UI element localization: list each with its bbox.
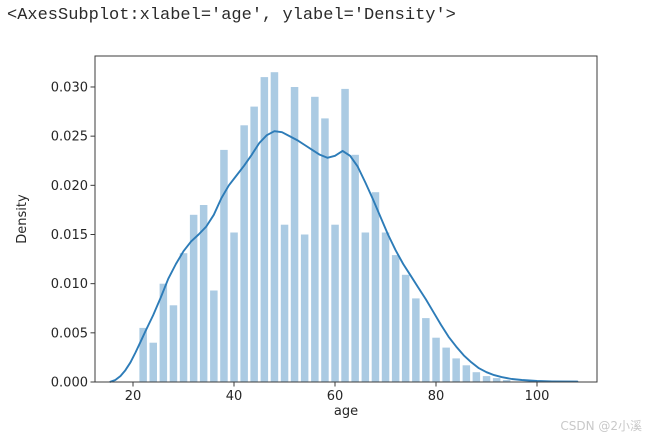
watermark: CSDN @2小溪	[560, 419, 642, 433]
histogram-bar	[300, 234, 309, 382]
histogram-bar	[149, 342, 157, 382]
x-axis-tick-label: 100	[525, 389, 550, 404]
histogram-bar	[240, 125, 248, 383]
y-axis-tick-label: 0.000	[51, 376, 88, 391]
figure: 20 40 60 80 100 0.000 0.005 0.010 0.015 0.020 0.02…	[0, 40, 649, 444]
x-axis-label: age	[334, 404, 358, 419]
histogram-bar	[331, 224, 339, 382]
plot-area-border	[94, 55, 598, 383]
kde-line	[109, 130, 579, 383]
x-axis-tick-label: 60	[327, 389, 344, 404]
y-axis-tick-label: 0.015	[51, 228, 88, 243]
histogram-bar	[280, 224, 289, 382]
histogram-bar	[139, 327, 147, 382]
histogram-bar	[341, 88, 349, 383]
histogram-bar	[230, 232, 238, 382]
histogram-bar	[422, 318, 430, 382]
x-axis-tick-label: 80	[428, 389, 445, 404]
x-axis-tick-label: 20	[125, 389, 142, 404]
histogram-bar	[482, 376, 491, 382]
histogram-bar	[502, 380, 511, 382]
histogram-bar	[311, 96, 319, 383]
histogram-bar	[169, 305, 178, 382]
y-axis-tick-label: 0.005	[51, 326, 88, 341]
histogram-bar	[159, 283, 168, 382]
histogram-bar	[199, 205, 208, 382]
histogram-bar	[442, 347, 450, 382]
histogram-bar	[351, 154, 359, 382]
y-axis-tick-label: 0.030	[51, 80, 88, 95]
histogram-bar	[472, 372, 481, 382]
histogram-bar	[412, 298, 420, 382]
histogram-bar	[381, 232, 390, 382]
histogram-bar	[250, 106, 258, 382]
histogram-bar	[391, 255, 400, 382]
y-axis-tick-label: 0.020	[51, 179, 88, 194]
histogram-bar	[401, 274, 410, 382]
histogram-bar	[432, 337, 440, 382]
histogram-bar	[290, 87, 299, 382]
histogram-bar	[462, 365, 471, 382]
console-output: <AxesSubplot:xlabel='age', ylabel='Densi…	[7, 6, 456, 25]
x-axis-tick-label: 40	[226, 389, 243, 404]
histogram-bar	[492, 378, 501, 382]
histogram-bar	[210, 290, 218, 382]
y-axis-tick-label: 0.025	[51, 130, 88, 145]
histogram-bar	[361, 232, 370, 382]
y-axis-tick-label: 0.010	[51, 277, 88, 292]
histogram-bar	[321, 118, 329, 383]
histogram-bar	[189, 214, 198, 382]
histogram-bar	[179, 253, 188, 382]
histogram-bar	[220, 149, 228, 382]
histogram-bar	[452, 358, 460, 382]
histogram-bar	[270, 72, 279, 382]
histogram-bar	[260, 77, 269, 382]
histogram-bar	[371, 192, 380, 382]
y-axis-label: Density	[15, 194, 30, 244]
